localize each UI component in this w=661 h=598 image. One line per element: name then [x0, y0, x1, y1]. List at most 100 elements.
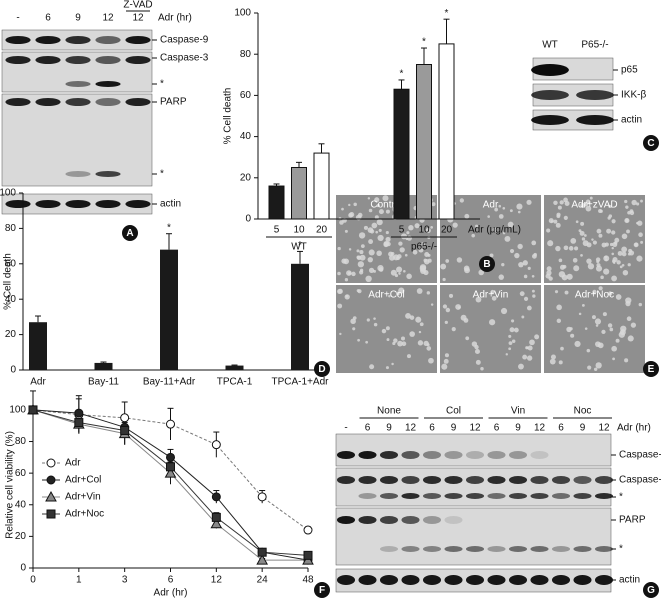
cell	[374, 215, 379, 220]
band	[531, 64, 569, 76]
y-tick-label: 80	[240, 49, 252, 60]
x-tick-label: 20	[316, 225, 328, 236]
band	[379, 493, 399, 499]
band	[35, 200, 61, 208]
cell	[597, 342, 604, 349]
cell	[369, 364, 375, 370]
band-label: PARP	[619, 515, 646, 526]
cell	[444, 320, 448, 325]
cell	[498, 214, 504, 219]
cell	[445, 259, 450, 263]
band	[487, 546, 506, 552]
cell	[504, 235, 511, 242]
unit-label: Adr (hr)	[158, 13, 192, 24]
cell	[488, 319, 496, 326]
cell	[368, 249, 375, 256]
cell	[629, 210, 635, 216]
cell	[626, 229, 630, 234]
cell	[584, 202, 588, 207]
cell	[621, 263, 625, 267]
blot-strip	[335, 507, 612, 566]
cell	[494, 207, 498, 212]
cell	[589, 196, 593, 200]
band	[465, 476, 485, 484]
lane-label: 6	[429, 423, 435, 434]
cell	[548, 218, 554, 224]
cell	[341, 207, 344, 211]
band	[573, 575, 592, 585]
panel-badge	[643, 582, 659, 598]
cell	[587, 365, 592, 370]
band	[444, 451, 463, 459]
cell	[621, 251, 627, 257]
y-tick-label: 40	[5, 294, 17, 305]
cell	[348, 203, 351, 207]
y-tick-label: 80	[15, 436, 27, 447]
cell	[508, 334, 512, 338]
cell	[625, 297, 632, 304]
cell	[611, 252, 615, 256]
band	[487, 493, 506, 499]
cell	[640, 199, 643, 203]
panel-letter: C	[647, 138, 654, 149]
band	[530, 546, 549, 552]
point	[46, 509, 56, 519]
cell	[348, 248, 352, 251]
band	[465, 493, 485, 499]
cell	[368, 208, 373, 213]
point	[74, 418, 84, 428]
cell	[475, 224, 479, 228]
y-tick-label: 60	[15, 468, 27, 479]
lane-label: 12	[102, 13, 114, 24]
band	[508, 476, 528, 484]
cell	[532, 294, 536, 298]
cell	[359, 254, 366, 261]
cell	[519, 291, 525, 297]
band-label: p65	[621, 65, 638, 76]
cell	[549, 358, 556, 365]
cell	[575, 220, 579, 224]
x-tick-label: 12	[211, 575, 223, 586]
cell	[611, 345, 617, 352]
band-label: *	[160, 79, 164, 90]
lane-label: 9	[580, 423, 586, 434]
x-tick-label: Bay-11+Adr	[143, 377, 196, 388]
cell	[359, 268, 364, 273]
cell	[418, 247, 424, 253]
cell	[555, 222, 561, 228]
cell	[616, 260, 621, 265]
micrograph-label: Adr+zVAD	[571, 200, 617, 211]
band	[65, 171, 91, 177]
point	[166, 462, 175, 472]
cell	[377, 234, 384, 242]
band	[401, 546, 420, 552]
panel-badge	[122, 225, 138, 241]
cell	[609, 327, 614, 332]
cell	[611, 275, 617, 282]
cell	[398, 241, 403, 246]
band	[508, 493, 528, 499]
cell	[376, 219, 383, 226]
band	[530, 451, 549, 459]
band-label: IKK-β	[621, 90, 646, 101]
cell	[337, 303, 343, 309]
cell	[430, 303, 434, 306]
band	[594, 493, 614, 499]
cell	[570, 333, 575, 338]
cell	[505, 353, 508, 356]
cell	[337, 271, 341, 276]
band	[35, 98, 61, 106]
cell	[351, 271, 356, 277]
micrograph-label: Adr+Noc	[575, 290, 614, 301]
cell	[586, 348, 591, 353]
cell	[385, 326, 390, 331]
cell	[426, 291, 431, 295]
cell	[509, 209, 513, 213]
band	[65, 98, 91, 106]
cell	[628, 250, 635, 256]
cell	[554, 290, 559, 294]
cell	[598, 286, 603, 291]
cell	[390, 251, 395, 256]
cell	[584, 327, 588, 330]
band	[551, 546, 571, 552]
